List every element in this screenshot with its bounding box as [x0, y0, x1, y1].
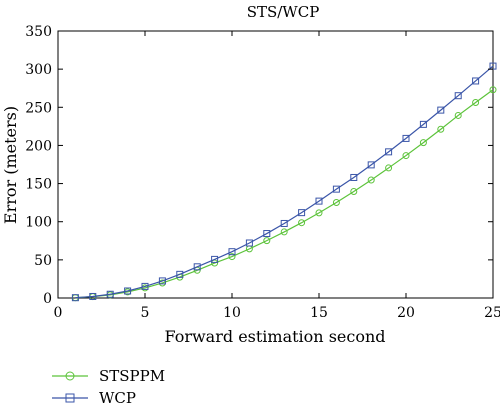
- y-tick-label: 50: [34, 253, 52, 269]
- x-tick-label: 25: [484, 305, 500, 321]
- x-tick-label: 15: [310, 305, 328, 321]
- data-point: [437, 106, 445, 114]
- y-tick-label: 300: [25, 62, 52, 78]
- y-tick-label: 250: [25, 100, 52, 116]
- series-line: [75, 89, 494, 299]
- y-tick-label: 350: [25, 24, 52, 40]
- data-point: [350, 188, 358, 196]
- data-point: [437, 125, 445, 133]
- data-point: [65, 371, 75, 381]
- x-tick-label: 5: [141, 305, 150, 321]
- series-stsppm: [71, 86, 497, 302]
- legend-item: WCP: [52, 389, 136, 407]
- y-tick-label: 150: [25, 177, 52, 193]
- x-tick-label: 20: [397, 305, 415, 321]
- x-tick-label: 10: [223, 305, 241, 321]
- data-point: [71, 294, 79, 302]
- data-point: [472, 77, 480, 85]
- data-point: [228, 253, 236, 261]
- data-point: [402, 152, 410, 160]
- data-point: [124, 287, 132, 295]
- data-point: [454, 92, 462, 100]
- data-point: [89, 292, 97, 300]
- x-tick-label: 0: [54, 305, 63, 321]
- data-point: [245, 239, 253, 247]
- y-axis-label: Error (meters): [1, 106, 20, 224]
- data-point: [298, 219, 306, 227]
- data-point: [211, 259, 219, 267]
- data-point: [454, 111, 462, 119]
- data-point: [419, 139, 427, 147]
- legend: STSPPM WCP: [52, 367, 165, 407]
- data-point: [419, 120, 427, 128]
- data-point: [332, 198, 340, 206]
- legend-label: STSPPM: [99, 367, 165, 385]
- data-point: [228, 248, 236, 256]
- data-point: [332, 185, 340, 193]
- data-point: [65, 393, 75, 403]
- data-point: [489, 86, 497, 94]
- data-point: [193, 263, 201, 271]
- x-axis-label: Forward estimation second: [164, 327, 385, 346]
- data-point: [350, 173, 358, 181]
- data-point: [176, 270, 184, 278]
- data-point: [158, 277, 166, 285]
- data-point: [472, 98, 480, 106]
- data-point: [298, 209, 306, 217]
- legend-item: STSPPM: [52, 367, 165, 385]
- data-point: [385, 164, 393, 172]
- data-point: [385, 148, 393, 156]
- data-point: [280, 228, 288, 236]
- data-point: [211, 255, 219, 263]
- data-point: [367, 161, 375, 169]
- plot-area: [57, 30, 494, 299]
- y-tick-label: 0: [43, 291, 52, 307]
- data-point: [402, 134, 410, 142]
- series-wcp: [71, 62, 497, 302]
- data-point: [106, 290, 114, 298]
- y-tick-label: 200: [25, 138, 52, 154]
- data-point: [315, 197, 323, 205]
- data-point: [280, 219, 288, 227]
- data-point: [315, 209, 323, 217]
- data-point: [263, 230, 271, 238]
- legend-label: WCP: [99, 389, 136, 407]
- y-tick-label: 100: [25, 215, 52, 231]
- data-point: [141, 282, 149, 290]
- chart-title: STS/WCP: [247, 3, 320, 21]
- data-point: [263, 237, 271, 245]
- series-line: [75, 65, 494, 299]
- data-point: [367, 176, 375, 184]
